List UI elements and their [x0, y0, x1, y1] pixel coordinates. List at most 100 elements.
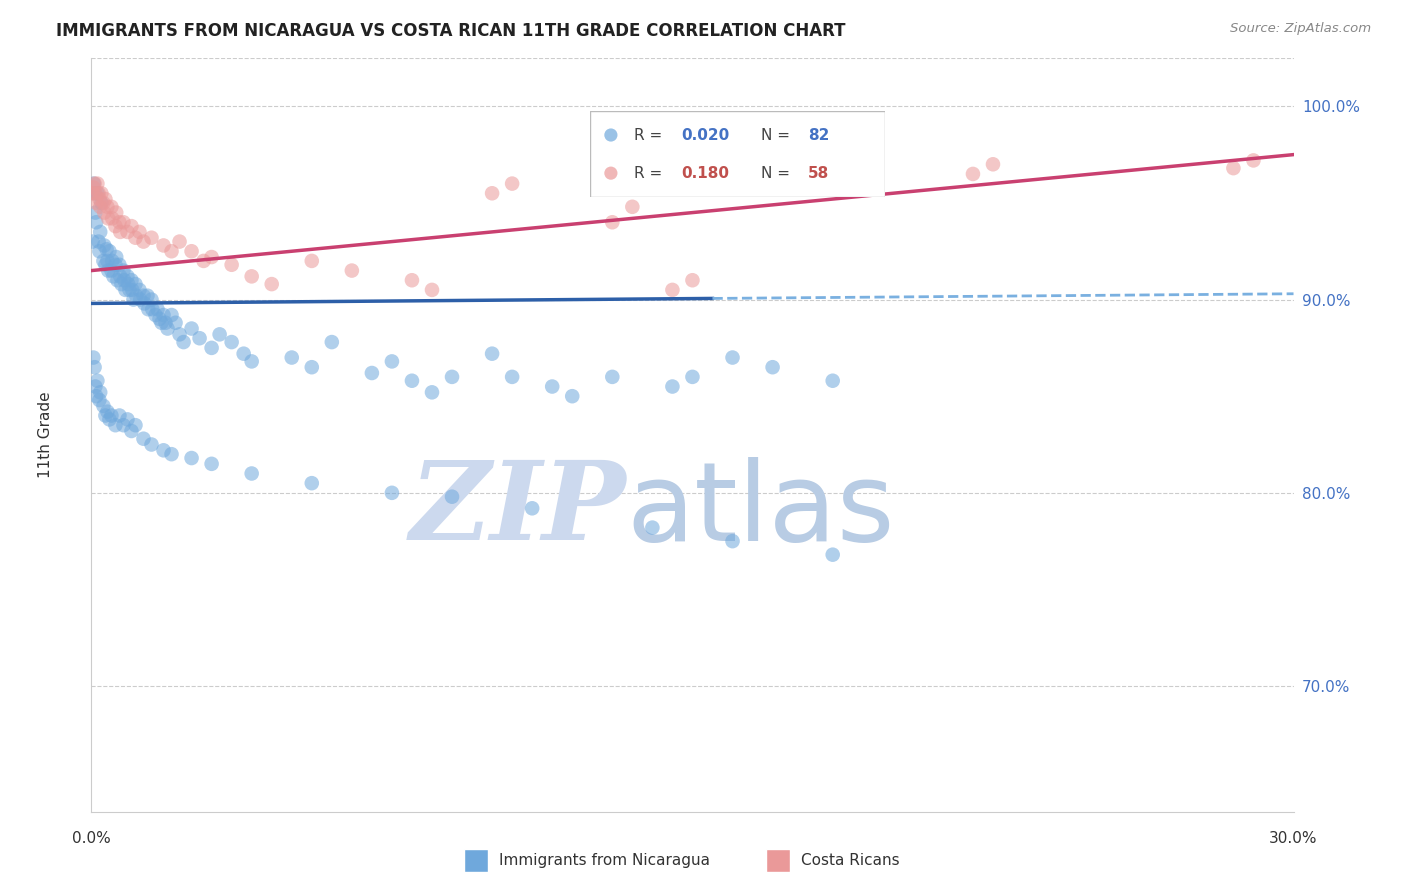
Point	[440, 490, 463, 504]
Text: Source: ZipAtlas.com: Source: ZipAtlas.com	[1230, 22, 1371, 36]
Point	[94, 258, 117, 272]
Point	[232, 346, 254, 360]
Text: atlas: atlas	[626, 457, 894, 564]
Point	[108, 215, 131, 229]
Point	[94, 192, 117, 206]
Point	[93, 253, 115, 268]
Point	[136, 288, 159, 302]
Point	[112, 418, 135, 433]
Text: Immigrants from Nicaragua: Immigrants from Nicaragua	[499, 854, 710, 868]
Point	[96, 253, 118, 268]
Point	[240, 467, 263, 481]
Point	[84, 186, 107, 201]
Point	[360, 366, 382, 380]
Point	[97, 263, 120, 277]
Point	[201, 250, 224, 264]
Point	[201, 341, 224, 355]
Point	[117, 269, 139, 284]
Point	[301, 476, 323, 491]
Point	[180, 244, 202, 259]
Point	[281, 351, 304, 365]
Point	[962, 167, 984, 181]
Point	[602, 369, 624, 384]
Text: 82: 82	[808, 128, 830, 143]
Point	[103, 269, 125, 284]
Point	[86, 177, 108, 191]
Point	[501, 177, 523, 191]
Point	[118, 283, 141, 297]
Point	[602, 215, 624, 229]
Point	[599, 166, 621, 180]
Point	[420, 385, 443, 400]
Point	[100, 263, 122, 277]
Point	[401, 374, 423, 388]
Point	[104, 219, 127, 233]
Point	[165, 316, 187, 330]
Point	[83, 177, 105, 191]
Point	[93, 205, 115, 219]
Point	[128, 225, 150, 239]
Point	[84, 205, 107, 219]
Point	[124, 230, 146, 244]
Point	[301, 253, 323, 268]
Point	[89, 392, 111, 407]
Point	[821, 548, 844, 562]
Point	[301, 360, 323, 375]
Point	[82, 351, 104, 365]
Point	[240, 269, 263, 284]
Point	[141, 302, 163, 317]
Point	[104, 258, 127, 272]
Point	[141, 293, 163, 307]
Point	[108, 258, 131, 272]
Text: 58: 58	[808, 166, 830, 181]
Point	[121, 283, 143, 297]
Point	[201, 457, 224, 471]
Point	[124, 277, 146, 291]
Point	[621, 200, 644, 214]
Text: R =: R =	[634, 166, 672, 181]
Point	[93, 195, 115, 210]
Point	[110, 277, 132, 291]
Point	[86, 186, 108, 201]
Point	[124, 418, 146, 433]
Point	[481, 186, 503, 201]
Point	[681, 273, 703, 287]
Point	[121, 273, 143, 287]
Point	[117, 412, 139, 426]
Text: 0.020: 0.020	[682, 128, 730, 143]
Point	[180, 450, 202, 465]
Point	[169, 327, 191, 342]
Point	[381, 354, 404, 368]
Point	[90, 195, 112, 210]
Point	[94, 409, 117, 423]
Point	[160, 447, 183, 461]
Point	[188, 331, 211, 345]
Point	[83, 360, 105, 375]
Point	[501, 369, 523, 384]
Point	[90, 186, 112, 201]
Point	[100, 200, 122, 214]
Point	[86, 374, 108, 388]
Point	[96, 200, 118, 214]
Point	[132, 288, 155, 302]
Point	[152, 238, 174, 252]
Point	[128, 283, 150, 297]
Point	[84, 195, 107, 210]
Point	[84, 379, 107, 393]
Point	[108, 409, 131, 423]
Point	[721, 351, 744, 365]
Point	[100, 409, 122, 423]
Point	[132, 432, 155, 446]
Point	[83, 177, 105, 191]
Point	[122, 293, 145, 307]
Point	[173, 334, 195, 349]
Point	[93, 238, 115, 252]
Point	[481, 346, 503, 360]
Point	[134, 296, 156, 310]
Point	[208, 327, 231, 342]
FancyBboxPatch shape	[464, 849, 488, 872]
Point	[981, 157, 1004, 171]
Point	[121, 219, 143, 233]
Point	[156, 321, 179, 335]
Point	[129, 293, 152, 307]
